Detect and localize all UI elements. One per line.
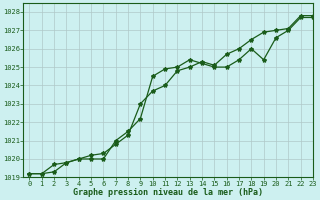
X-axis label: Graphe pression niveau de la mer (hPa): Graphe pression niveau de la mer (hPa) — [73, 188, 263, 197]
